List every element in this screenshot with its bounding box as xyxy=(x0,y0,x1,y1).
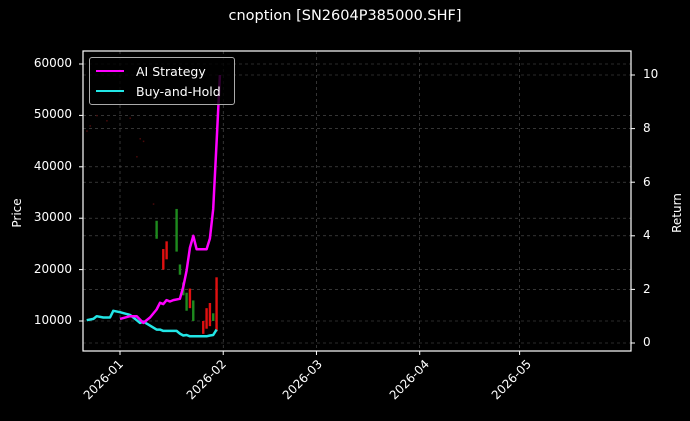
legend-item-buy-and-hold: Buy-and-Hold xyxy=(96,82,221,100)
legend: AI Strategy Buy-and-Hold xyxy=(89,57,235,105)
plot-frame xyxy=(82,50,632,352)
y-tick-right: 8 xyxy=(643,121,651,135)
y-tick-right: 10 xyxy=(643,67,659,81)
y-tick-right: 0 xyxy=(643,335,651,349)
buy-and-hold-line xyxy=(86,309,218,338)
chart-title: cnoption [SN2604P385000.SHF] xyxy=(228,8,462,24)
y-tick-left: 10000 xyxy=(33,313,72,327)
legend-label: Buy-and-Hold xyxy=(136,83,221,99)
legend-label: AI Strategy xyxy=(136,63,206,79)
y-tick-right: 4 xyxy=(643,228,651,242)
buy-and-hold-swatch xyxy=(96,89,124,93)
faint-candles xyxy=(86,114,155,205)
y-tick-left: 30000 xyxy=(33,210,72,224)
y-tick-right: 2 xyxy=(643,282,651,296)
y-tick-right: 6 xyxy=(643,175,651,189)
ai-strategy-swatch xyxy=(96,69,124,73)
ai-strategy-line xyxy=(119,74,222,325)
legend-item-ai-strategy: AI Strategy xyxy=(96,62,206,80)
y-tick-left: 60000 xyxy=(33,56,72,70)
y-tick-left: 20000 xyxy=(33,262,72,276)
tick-marks xyxy=(79,63,635,355)
grid-lines xyxy=(83,51,631,351)
y-tick-left: 40000 xyxy=(33,159,72,173)
y-tick-left: 50000 xyxy=(33,107,72,121)
